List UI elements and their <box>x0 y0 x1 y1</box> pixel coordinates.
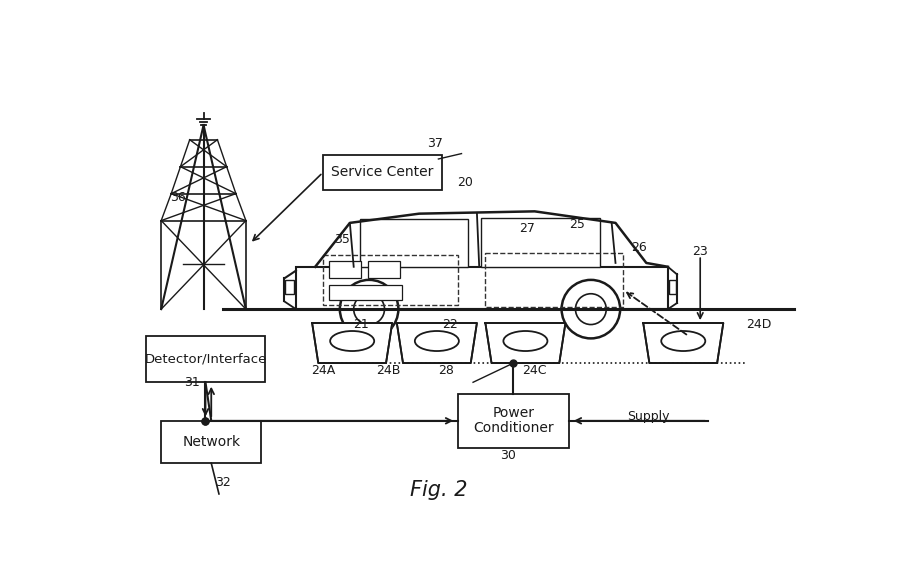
Text: 31: 31 <box>184 376 200 389</box>
Bar <box>360 219 467 266</box>
Circle shape <box>562 280 621 338</box>
Text: 30: 30 <box>500 449 516 462</box>
Circle shape <box>340 280 399 338</box>
Bar <box>484 253 623 307</box>
Text: 27: 27 <box>519 222 535 235</box>
Bar <box>323 255 457 305</box>
Text: 23: 23 <box>693 245 708 258</box>
Bar <box>668 280 676 294</box>
Bar <box>296 266 667 309</box>
Text: Power: Power <box>492 406 535 420</box>
Ellipse shape <box>415 331 459 351</box>
Bar <box>329 261 362 278</box>
Circle shape <box>575 294 606 325</box>
Text: 35: 35 <box>335 234 350 247</box>
Polygon shape <box>643 323 723 363</box>
Text: 24C: 24C <box>522 365 547 377</box>
Bar <box>161 421 262 463</box>
Text: 21: 21 <box>354 318 369 331</box>
Text: 24B: 24B <box>376 365 400 377</box>
Text: Detector/Interface: Detector/Interface <box>144 353 267 366</box>
Text: 24A: 24A <box>311 365 335 377</box>
Ellipse shape <box>330 331 374 351</box>
Bar <box>481 218 600 266</box>
Bar <box>367 261 400 278</box>
Polygon shape <box>485 323 566 363</box>
Text: 28: 28 <box>438 365 454 377</box>
Text: 25: 25 <box>569 218 584 231</box>
Polygon shape <box>312 323 392 363</box>
Polygon shape <box>397 323 477 363</box>
Text: 20: 20 <box>457 176 474 188</box>
Bar <box>285 280 294 294</box>
Text: 26: 26 <box>630 241 647 254</box>
Text: 22: 22 <box>442 318 458 331</box>
Ellipse shape <box>503 331 548 351</box>
Text: 32: 32 <box>215 476 231 489</box>
Text: Service Center: Service Center <box>331 166 434 180</box>
Bar <box>146 336 265 382</box>
Text: 36: 36 <box>170 191 186 204</box>
Text: 24D: 24D <box>747 318 772 331</box>
Bar <box>323 155 442 190</box>
Bar <box>457 394 569 448</box>
Text: 37: 37 <box>427 137 443 150</box>
Ellipse shape <box>661 331 705 351</box>
Text: Network: Network <box>182 435 240 449</box>
Bar <box>329 285 402 300</box>
Circle shape <box>354 294 384 325</box>
Text: Fig. 2: Fig. 2 <box>410 480 467 500</box>
Text: Supply: Supply <box>627 410 669 423</box>
Text: Conditioner: Conditioner <box>474 421 554 436</box>
